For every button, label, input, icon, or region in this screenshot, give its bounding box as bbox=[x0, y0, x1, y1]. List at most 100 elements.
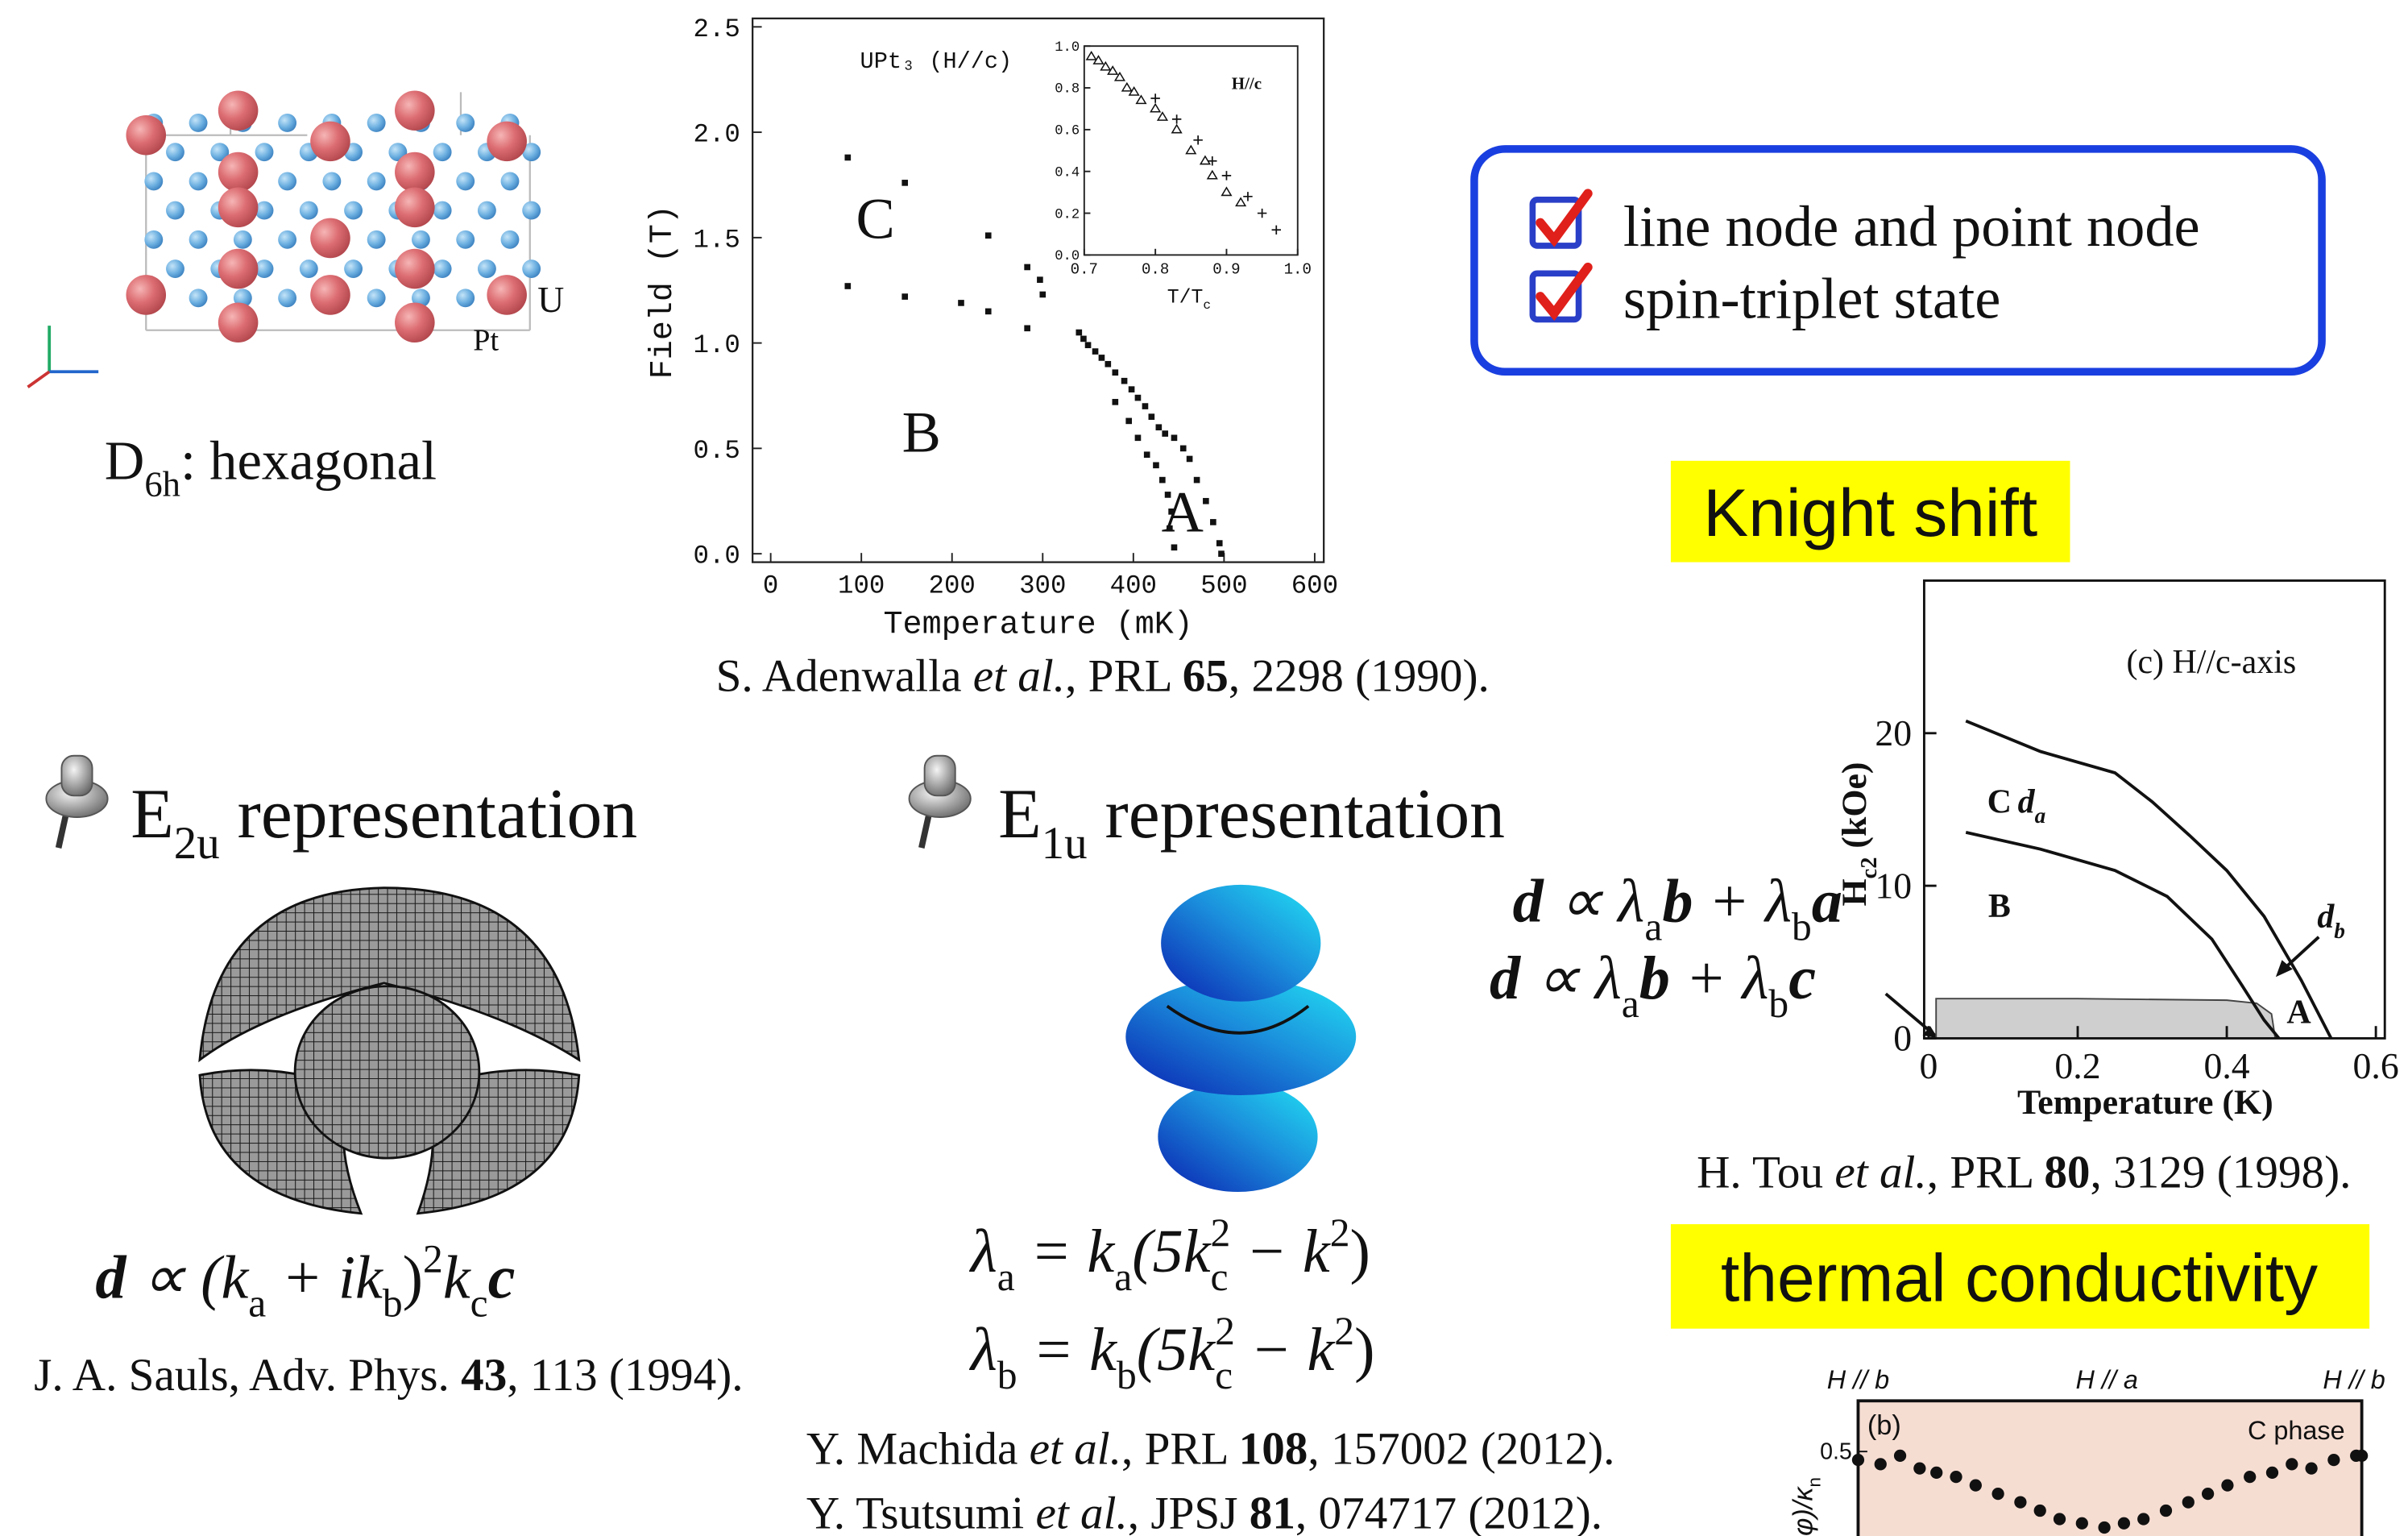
citation: Y. Tsutsumi et al., JPSJ 81, 074717 (201… bbox=[806, 1488, 1602, 1536]
u-atom bbox=[218, 188, 259, 228]
data-point bbox=[1875, 1458, 1887, 1470]
math-formula-part: k bbox=[443, 1244, 471, 1312]
phase-label: B bbox=[902, 399, 941, 464]
checkbox bbox=[1532, 268, 1588, 320]
data-point bbox=[1203, 498, 1209, 504]
math-formula-part: + ik bbox=[266, 1244, 383, 1312]
citation-part: , 113 (1994). bbox=[507, 1350, 743, 1401]
phase-label: C bbox=[1987, 783, 2012, 820]
y-tick-label: 0.5 bbox=[1820, 1439, 1852, 1465]
citation-part: , 074717 (2012). bbox=[1295, 1488, 1602, 1536]
data-point bbox=[1162, 430, 1168, 437]
u-atom bbox=[395, 188, 435, 228]
math-formula-part: a bbox=[1644, 904, 1662, 949]
pt-atom bbox=[501, 172, 520, 190]
pt-atom bbox=[367, 114, 386, 132]
x-tick-label: 500 bbox=[1200, 571, 1247, 601]
citation-part: et al. bbox=[1834, 1147, 1926, 1198]
section-heading-part: representation bbox=[1088, 774, 1505, 853]
data-point bbox=[1024, 264, 1030, 271]
data-point bbox=[958, 300, 964, 306]
crystal-caption-part: D bbox=[105, 430, 145, 492]
line-label-part: b bbox=[2334, 919, 2345, 943]
citation-part: H. Tou bbox=[1697, 1147, 1834, 1198]
pt-atom bbox=[478, 201, 496, 220]
math-formula: d ∝ λab + λbc bbox=[1490, 944, 1816, 1026]
y-tick-label: 1.0 bbox=[694, 330, 740, 360]
u-atom bbox=[218, 249, 259, 289]
math-formula-part: b bbox=[1639, 944, 1670, 1012]
data-point bbox=[1180, 446, 1187, 452]
line-label: da bbox=[2018, 783, 2046, 828]
u-atom bbox=[395, 249, 435, 289]
data-point bbox=[1037, 276, 1043, 283]
section-heading-part: E bbox=[998, 774, 1042, 853]
y-tick-label: 0.5 bbox=[694, 436, 740, 466]
thermal-conductivity-heading: thermal conductivity bbox=[1721, 1239, 2318, 1315]
data-point bbox=[1142, 403, 1149, 409]
inset-x-axis-label: T/Tc bbox=[1167, 286, 1211, 312]
data-point bbox=[1950, 1471, 1962, 1483]
y-tick-label: 2.0 bbox=[694, 120, 740, 150]
citation-part: Y. Machida bbox=[806, 1423, 1030, 1474]
data-point bbox=[1024, 325, 1030, 331]
pin-icon bbox=[46, 756, 107, 848]
data-point bbox=[2286, 1458, 2298, 1470]
citation-part: J. A. Sauls, Adv. Phys. bbox=[34, 1350, 461, 1401]
math-formula-part: ∝ λ bbox=[1544, 868, 1645, 936]
citation-part: 43 bbox=[461, 1350, 507, 1401]
pt-atom bbox=[300, 259, 318, 278]
pt-atom bbox=[367, 289, 386, 307]
citation-part: 80 bbox=[2044, 1147, 2090, 1198]
math-formula-part: (5k bbox=[1137, 1316, 1216, 1384]
data-point bbox=[1121, 378, 1128, 384]
u-atom bbox=[395, 90, 435, 131]
y-tick-label: 20 bbox=[1875, 712, 1912, 753]
data-point bbox=[985, 309, 992, 315]
math-formula-part: ) bbox=[403, 1244, 423, 1312]
math-formula-part: − k bbox=[1235, 1316, 1336, 1384]
pt-atom bbox=[166, 201, 184, 220]
atom-label: U bbox=[537, 279, 564, 320]
phase-label: C phase bbox=[2248, 1416, 2345, 1445]
u-atom bbox=[126, 115, 166, 156]
inset-x-tick-label: 1.0 bbox=[1284, 260, 1312, 278]
section-heading-part: 2u bbox=[174, 818, 220, 869]
data-point bbox=[1913, 1463, 1925, 1475]
x-tick-label: 0 bbox=[763, 571, 778, 601]
data-point bbox=[1153, 462, 1159, 468]
data-point bbox=[2202, 1488, 2214, 1500]
section-heading-part: E bbox=[131, 774, 174, 853]
y-tick-label: 0.0 bbox=[694, 542, 740, 571]
data-point bbox=[1168, 509, 1175, 515]
slide-body: { "crystal": {"atom_labels": ["U", "Pt"]… bbox=[0, 0, 2408, 1536]
data-point bbox=[1165, 492, 1171, 498]
knight-shift-heading: Knight shift bbox=[1703, 475, 2037, 550]
data-point bbox=[1991, 1488, 2004, 1500]
citation: J. A. Sauls, Adv. Phys. 43, 113 (1994). bbox=[34, 1350, 743, 1401]
pt-atom bbox=[300, 201, 318, 220]
inset-y-tick-label: 1.0 bbox=[1055, 40, 1080, 56]
y-tick-label: 1.5 bbox=[694, 225, 740, 255]
data-point bbox=[1156, 424, 1163, 430]
field-label: H // b bbox=[2323, 1365, 2385, 1394]
math-formula-part: (5k bbox=[1132, 1218, 1212, 1285]
pt-atom bbox=[478, 259, 496, 278]
data-point bbox=[1171, 544, 1178, 550]
u-atom bbox=[218, 152, 259, 193]
math-formula-part: 2 bbox=[423, 1237, 443, 1281]
pt-atom bbox=[344, 201, 363, 220]
pt-atom bbox=[189, 172, 208, 190]
pin-head bbox=[925, 756, 955, 796]
line-label-part: a bbox=[2035, 803, 2046, 828]
phase-label: B bbox=[1988, 888, 2011, 925]
data-point bbox=[1085, 342, 1092, 348]
math-formula-part: d bbox=[1513, 868, 1545, 936]
e2u-gap-shape bbox=[200, 888, 579, 1214]
data-point bbox=[1187, 456, 1193, 463]
citation-part: , 157002 (2012). bbox=[1308, 1423, 1614, 1474]
inset-y-tick-label: 0.8 bbox=[1055, 82, 1080, 98]
math-formula-part: b bbox=[1792, 904, 1812, 949]
inset-y-tick-label: 0.4 bbox=[1055, 165, 1080, 181]
data-point bbox=[1167, 525, 1173, 532]
